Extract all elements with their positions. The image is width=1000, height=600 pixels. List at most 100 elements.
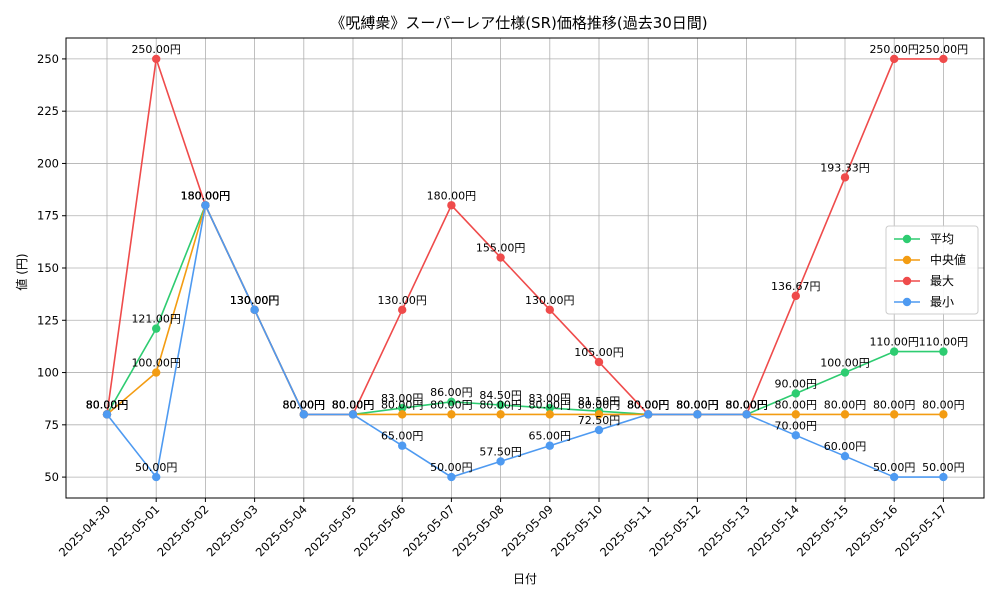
data-label-max: 136.67円 <box>771 280 821 293</box>
data-point-min <box>742 410 751 419</box>
x-tick-label: 2025-05-04 <box>253 502 310 559</box>
legend-box <box>885 225 979 315</box>
legend-item-mean: 平均 <box>894 232 954 246</box>
data-label-median: 80.00円 <box>676 398 719 411</box>
x-tick-label: 2025-05-15 <box>794 502 851 559</box>
data-label-max: 250.00円 <box>869 43 919 56</box>
x-axis-label: 日付 <box>513 572 537 586</box>
data-label-min: 180.00円 <box>181 189 231 202</box>
legend-item-median: 中央値 <box>894 252 966 267</box>
x-tick-label: 2025-05-14 <box>745 502 802 559</box>
data-point-min <box>693 410 702 419</box>
data-label-mean: 130.00円 <box>230 294 280 307</box>
data-label-max: 105.00円 <box>574 346 624 359</box>
data-point-max <box>398 305 407 315</box>
data-label-min: 50.00円 <box>873 461 916 474</box>
data-label-mean: 100.00円 <box>820 357 870 370</box>
data-label-min: 50.00円 <box>135 461 178 474</box>
y-tick-label: 150 <box>37 261 59 275</box>
series-line-median <box>106 203 944 416</box>
data-label-max: 130.00円 <box>230 294 280 307</box>
data-point-min <box>398 441 407 450</box>
y-axis-label: 値 (円) <box>14 253 29 290</box>
x-tick-label: 2025-05-02 <box>154 502 211 559</box>
y-tick-label: 200 <box>37 156 59 170</box>
data-point-max <box>840 173 850 182</box>
data-label-median: 80.00円 <box>922 398 965 411</box>
y-tick-label: 125 <box>37 313 59 327</box>
y-tick-label: 100 <box>37 366 59 380</box>
y-axis-ticks: 50 75 100 125 150 175 200 225 250 <box>37 52 66 484</box>
data-label-min: 65.00円 <box>529 430 572 443</box>
legend-label: 最小 <box>930 295 954 309</box>
data-point-min <box>496 457 505 466</box>
data-label-median: 80.00円 <box>479 398 522 411</box>
series-line-min <box>106 202 944 479</box>
data-point-max <box>152 54 161 64</box>
data-label-mean: 86.00円 <box>430 386 473 399</box>
data-point-min <box>890 472 899 482</box>
legend-marker <box>902 234 912 244</box>
data-label-min: 80.00円 <box>627 398 670 411</box>
data-point-median <box>594 410 604 419</box>
data-point-min <box>939 472 948 482</box>
data-point-max <box>791 291 800 301</box>
data-point-median <box>545 410 554 419</box>
data-point-min <box>201 201 210 210</box>
data-point-median <box>447 410 456 419</box>
data-point-mean <box>447 397 456 407</box>
chart-title: 《呪縛衆》スーパーレア仕様(SR)価格推移(過去30日間) <box>330 14 707 32</box>
data-point-min <box>299 410 308 419</box>
data-point-min <box>447 472 456 482</box>
data-point-min <box>545 441 554 450</box>
data-label-max: 80.00円 <box>86 398 129 411</box>
x-tick-label: 2025-05-17 <box>892 502 949 559</box>
data-label-median: 180.00円 <box>181 189 231 202</box>
data-label-min: 70.00円 <box>775 419 818 432</box>
x-tick-label: 2025-04-30 <box>56 502 113 559</box>
data-label-mean: 83.00円 <box>529 392 572 405</box>
data-label-max: 80.00円 <box>283 398 326 411</box>
data-label-max: 250.00円 <box>131 43 181 56</box>
data-point-min <box>152 472 161 482</box>
data-label-mean: 110.00円 <box>919 336 969 349</box>
data-point-mean <box>398 403 407 413</box>
x-tick-label: 2025-05-08 <box>450 502 507 559</box>
data-point-median <box>791 410 800 419</box>
data-label-mean: 80.00円 <box>283 398 326 411</box>
data-point-mean <box>152 324 161 333</box>
data-point-max <box>939 54 948 64</box>
data-point-mean <box>496 400 505 410</box>
data-label-max: 130.00円 <box>525 294 575 307</box>
data-label-median: 80.00円 <box>529 398 572 411</box>
data-label-max: 80.00円 <box>676 398 719 411</box>
legend-label: 平均 <box>930 232 954 246</box>
data-point-min <box>594 425 604 435</box>
data-label-median: 130.00円 <box>230 294 280 307</box>
y-tick-label: 50 <box>44 470 59 484</box>
x-tick-label: 2025-05-03 <box>204 502 261 559</box>
data-point-median <box>939 410 948 419</box>
data-label-min: 80.00円 <box>283 398 326 411</box>
plot-frame <box>65 37 985 499</box>
data-label-min: 72.50円 <box>578 414 621 427</box>
data-point-median <box>840 410 850 419</box>
data-label-min: 65.00円 <box>381 430 424 443</box>
data-label-median: 80.00円 <box>332 398 375 411</box>
data-label-max: 155.00円 <box>476 242 526 255</box>
legend-item-max: 最大 <box>894 274 954 288</box>
x-tick-label: 2025-05-01 <box>105 502 162 559</box>
legend-marker <box>902 276 912 286</box>
x-tick-label: 2025-05-07 <box>400 502 457 559</box>
data-label-median: 80.00円 <box>873 398 916 411</box>
data-label-mean: 84.50円 <box>479 389 522 402</box>
data-label-mean: 80.00円 <box>332 398 375 411</box>
data-label-median: 100.00円 <box>131 357 181 370</box>
data-label-min: 80.00円 <box>676 398 719 411</box>
data-label-max: 130.00円 <box>377 294 427 307</box>
data-label-mean: 80.00円 <box>676 398 719 411</box>
data-label-median: 80.00円 <box>725 398 768 411</box>
x-axis-ticks: 2025-04-302025-05-012025-05-022025-05-03… <box>56 498 950 559</box>
data-point-min <box>791 431 800 440</box>
